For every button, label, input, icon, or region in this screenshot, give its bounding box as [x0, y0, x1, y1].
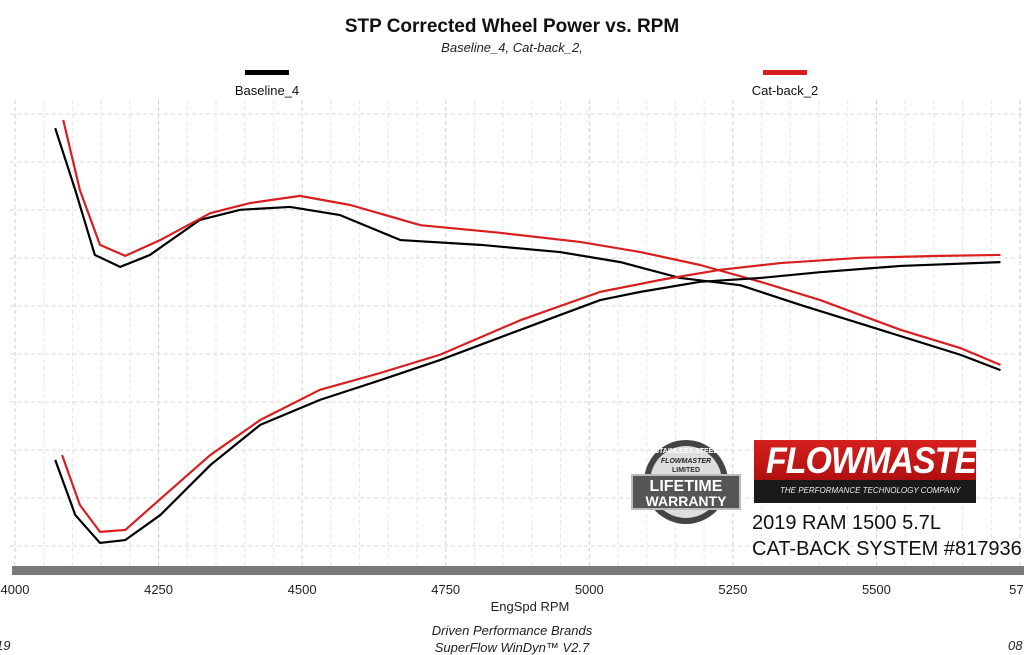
footer-company: Driven Performance Brands	[431, 623, 593, 638]
chart-subtitle: Baseline_4, Cat-back_2,	[441, 40, 583, 55]
x-tick-label: 575	[1009, 582, 1024, 597]
footer-software: SuperFlow WinDyn™ V2.7	[434, 640, 590, 655]
x-tick-label: 4000	[0, 582, 30, 597]
series-line-baseline_4-0	[54, 127, 1001, 372]
x-tick-label: 4500	[287, 582, 317, 597]
legend-swatch-baseline	[245, 70, 289, 75]
x-tick-label: 4250	[144, 582, 174, 597]
x-tick-label: 5500	[861, 582, 891, 597]
svg-text:FLOWMASTER: FLOWMASTER	[661, 458, 711, 465]
flowmaster-logo: FLOWMASTER THE PERFORMANCE TECHNOLOGY CO…	[754, 440, 976, 503]
svg-text:LIFETIME: LIFETIME	[650, 478, 723, 495]
chart-title: STP Corrected Wheel Power vs. RPM	[344, 16, 680, 37]
brand-name: FLOWMASTER	[766, 440, 976, 482]
x-axis-bar	[12, 566, 1024, 575]
vehicle-label: 2019 RAM 1500 5.7L	[752, 512, 942, 534]
legend-swatch-catback	[763, 70, 807, 75]
footer-right-fragment: 08	[1008, 638, 1023, 653]
legend-label-baseline: Baseline_4	[234, 83, 300, 98]
x-tick-label: 4750	[431, 582, 461, 597]
series-line-cat-back_2-3	[61, 253, 1001, 533]
system-label: CAT-BACK SYSTEM #817936	[752, 538, 1022, 560]
brand-tagline: THE PERFORMANCE TECHNOLOGY COMPANY	[780, 486, 961, 495]
x-tick-label: 5250	[718, 582, 748, 597]
footer-left-fragment: 19	[0, 638, 11, 653]
series-line-cat-back_2-1	[62, 119, 1001, 366]
series-line-baseline_4-2	[54, 261, 1001, 545]
svg-text:LIMITED: LIMITED	[672, 467, 700, 474]
legend-label-catback: Cat-back_2	[751, 83, 819, 98]
svg-text:WARRANTY: WARRANTY	[646, 493, 728, 509]
x-tick-label: 5000	[574, 582, 604, 597]
lifetime-warranty-logo: STAINLESS STEEL FLOWMASTER LIMITED LIFET…	[630, 437, 742, 527]
svg-text:STAINLESS STEEL: STAINLESS STEEL	[654, 448, 718, 455]
x-axis-label: EngSpd RPM	[490, 599, 570, 614]
